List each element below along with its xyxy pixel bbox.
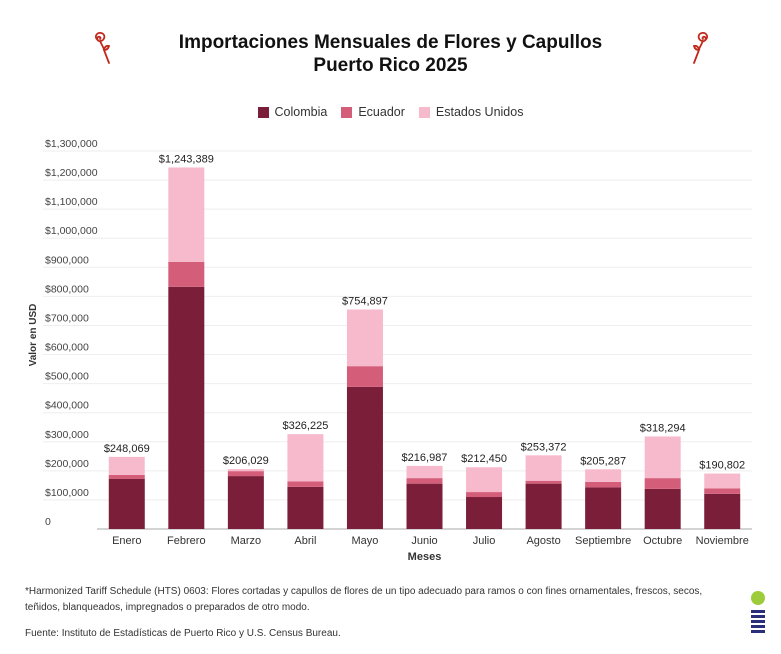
x-tick-label: Noviembre bbox=[696, 535, 749, 547]
chart-title: Importaciones Mensuales de Flores y Capu… bbox=[178, 32, 603, 53]
stacked-bar-chart: 0 $100,000 $200,000 $300,000 $400,000 $500,00… bbox=[28, 138, 752, 563]
bar-segment-colombia bbox=[466, 497, 503, 529]
x-tick-label: Marzo bbox=[231, 535, 262, 547]
bar-segment-estados-unidos bbox=[227, 469, 264, 472]
bar-segment-estados-unidos bbox=[525, 455, 562, 481]
bar-segment-estados-unidos bbox=[108, 456, 145, 475]
y-tick-label: $1,000,000 bbox=[45, 225, 98, 237]
y-tick-label: $300,000 bbox=[45, 429, 89, 441]
total-label: $206,029 bbox=[223, 455, 269, 467]
x-tick-label: Agosto bbox=[526, 535, 560, 547]
bar-segment-estados-unidos bbox=[704, 473, 741, 489]
legend-item-ecuador: Ecuador bbox=[341, 105, 405, 119]
legend-label: Ecuador bbox=[358, 105, 405, 119]
y-tick-label: $1,300,000 bbox=[45, 138, 98, 150]
legend-label: Colombia bbox=[274, 105, 328, 119]
bar-segment-colombia bbox=[585, 487, 622, 529]
y-tick-label: $400,000 bbox=[45, 400, 89, 412]
total-label: $318,294 bbox=[640, 422, 686, 434]
bar-segment-colombia bbox=[704, 493, 741, 529]
legend: Colombia Ecuador Estados Unidos bbox=[0, 105, 781, 119]
bar-segment-ecuador bbox=[466, 492, 503, 498]
y-tick-label: $1,100,000 bbox=[45, 196, 98, 208]
chart-subtitle: Puerto Rico 2025 bbox=[313, 55, 468, 76]
y-tick-label: 0 bbox=[45, 516, 51, 528]
legend-label: Estados Unidos bbox=[435, 105, 524, 119]
total-label: $248,069 bbox=[104, 443, 150, 455]
bar-segment-colombia bbox=[168, 286, 205, 529]
legend-swatch bbox=[418, 106, 430, 118]
bar-segment-ecuador bbox=[525, 480, 562, 484]
bar-segment-estados-unidos bbox=[168, 167, 205, 262]
y-tick-label: $800,000 bbox=[45, 283, 89, 295]
y-tick-label: $500,000 bbox=[45, 371, 89, 383]
bar-segment-estados-unidos bbox=[585, 469, 622, 482]
x-tick-label: Abril bbox=[294, 535, 316, 547]
bar-segment-ecuador bbox=[168, 261, 205, 287]
rose-icon bbox=[94, 32, 111, 64]
bar-segment-estados-unidos bbox=[346, 309, 383, 367]
bar-segment-estados-unidos bbox=[644, 436, 681, 479]
x-tick-label: Octubre bbox=[643, 535, 682, 547]
total-label: $190,802 bbox=[699, 460, 745, 472]
legend-item-colombia: Colombia bbox=[257, 105, 328, 119]
rose-icon bbox=[692, 32, 709, 64]
bar-segment-colombia bbox=[406, 483, 443, 529]
y-tick-label: $700,000 bbox=[45, 312, 89, 324]
x-tick-label: Julio bbox=[473, 535, 496, 547]
bar-segment-ecuador bbox=[287, 481, 324, 487]
legend-swatch bbox=[257, 106, 269, 118]
bar-segment-ecuador bbox=[644, 478, 681, 489]
legend-item-estados-unidos: Estados Unidos bbox=[418, 105, 524, 119]
bar-segment-estados-unidos bbox=[466, 467, 503, 493]
total-label: $216,987 bbox=[402, 452, 448, 464]
institute-logo bbox=[751, 591, 765, 633]
bar-segment-colombia bbox=[108, 478, 145, 529]
bar-segment-estados-unidos bbox=[406, 465, 443, 479]
bar-segment-ecuador bbox=[108, 474, 145, 479]
bar-segment-ecuador bbox=[346, 366, 383, 387]
bar-segment-colombia bbox=[287, 486, 324, 529]
total-label: $326,225 bbox=[282, 420, 328, 432]
y-tick-label: $100,000 bbox=[45, 487, 89, 499]
x-tick-label: Mayo bbox=[352, 535, 379, 547]
x-axis-title: Meses bbox=[408, 551, 442, 563]
bar-segment-ecuador bbox=[585, 481, 622, 488]
y-tick-label: $900,000 bbox=[45, 254, 89, 266]
x-tick-label: Septiembre bbox=[575, 535, 631, 547]
legend-swatch bbox=[341, 106, 353, 118]
total-label: $253,372 bbox=[521, 441, 567, 453]
source-note: Fuente: Instituto de Estadísticas de Pue… bbox=[25, 628, 341, 639]
y-tick-label: $1,200,000 bbox=[45, 167, 98, 179]
x-tick-label: Enero bbox=[112, 535, 141, 547]
y-tick-label: $600,000 bbox=[45, 342, 89, 354]
x-tick-label: Junio bbox=[411, 535, 437, 547]
bar-segment-colombia bbox=[644, 488, 681, 529]
total-label: $205,287 bbox=[580, 455, 626, 467]
bar-segment-ecuador bbox=[227, 471, 264, 477]
total-label: $212,450 bbox=[461, 453, 507, 465]
footnote: *Harmonized Tariff Schedule (HTS) 0603: … bbox=[25, 586, 703, 613]
total-label: $754,897 bbox=[342, 295, 388, 307]
y-axis-title: Valor en USD bbox=[28, 304, 39, 367]
y-tick-label: $200,000 bbox=[45, 458, 89, 470]
bar-segment-colombia bbox=[227, 476, 264, 529]
bar-segment-ecuador bbox=[406, 478, 443, 484]
bar-segment-colombia bbox=[525, 483, 562, 529]
total-label: $1,243,389 bbox=[159, 153, 214, 165]
x-tick-label: Febrero bbox=[167, 535, 206, 547]
bar-segment-estados-unidos bbox=[287, 434, 324, 482]
bar-segment-ecuador bbox=[704, 488, 741, 494]
bar-segment-colombia bbox=[346, 386, 383, 529]
